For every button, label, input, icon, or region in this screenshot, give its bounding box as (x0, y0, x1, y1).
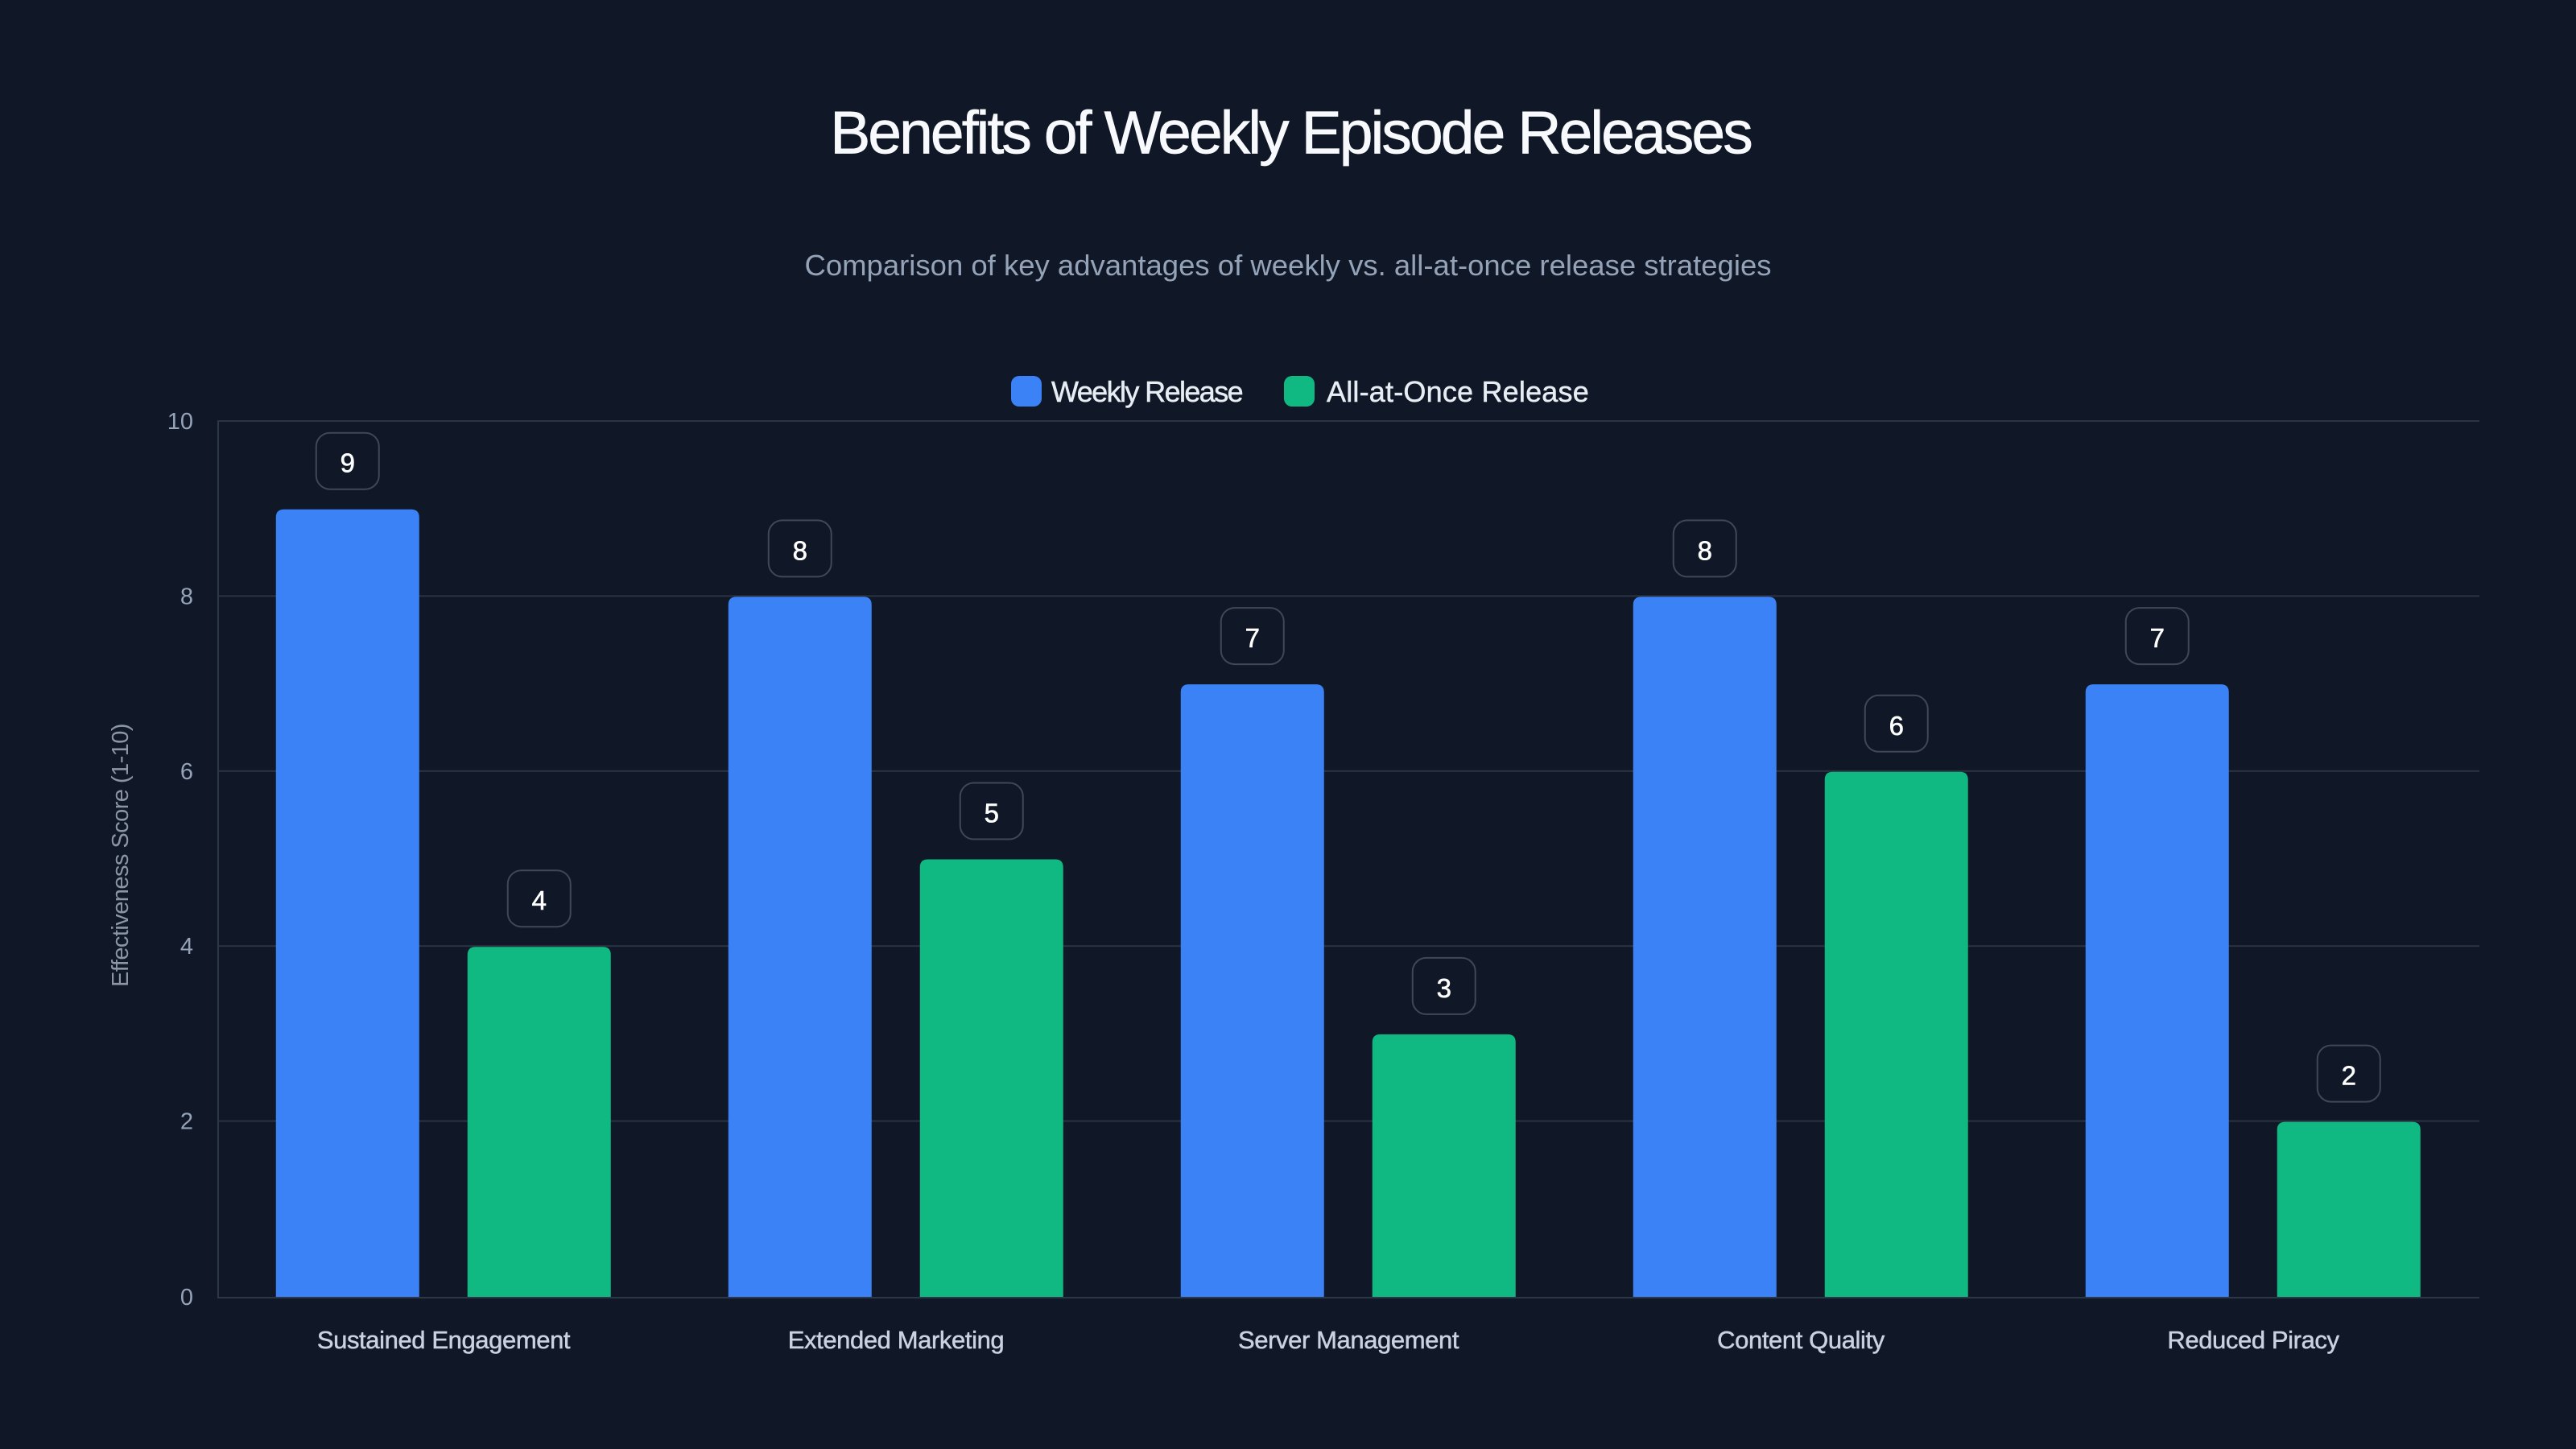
svg-text:Extended Marketing: Extended Marketing (788, 1326, 1005, 1354)
svg-text:2: 2 (180, 1109, 193, 1135)
svg-text:Server Management: Server Management (1238, 1326, 1459, 1354)
svg-text:10: 10 (167, 409, 193, 435)
svg-text:9: 9 (341, 448, 355, 478)
svg-text:Benefits of Weekly Episode Rel: Benefits of Weekly Episode Releases (830, 99, 1751, 167)
svg-text:2: 2 (2342, 1061, 2356, 1091)
svg-text:Weekly Release: Weekly Release (1051, 375, 1243, 408)
svg-text:8: 8 (1698, 535, 1712, 565)
svg-text:Content Quality: Content Quality (1717, 1326, 1885, 1354)
svg-text:8: 8 (793, 535, 807, 565)
svg-text:Comparison of key advantages o: Comparison of key advantages of weekly v… (804, 249, 1771, 282)
svg-text:5: 5 (985, 799, 999, 828)
svg-text:Sustained Engagement: Sustained Engagement (317, 1326, 571, 1354)
svg-text:Effectiveness Score (1-10): Effectiveness Score (1-10) (108, 724, 134, 987)
svg-text:Reduced Piracy: Reduced Piracy (2167, 1326, 2339, 1354)
svg-text:3: 3 (1437, 973, 1451, 1003)
svg-text:8: 8 (180, 584, 193, 609)
svg-text:6: 6 (180, 759, 193, 785)
svg-text:All-at-Once Release: All-at-Once Release (1327, 375, 1589, 408)
svg-text:4: 4 (532, 886, 547, 915)
svg-text:0: 0 (180, 1285, 193, 1311)
svg-text:7: 7 (1245, 623, 1260, 653)
svg-text:6: 6 (1889, 711, 1904, 741)
svg-text:4: 4 (180, 934, 193, 960)
svg-text:7: 7 (2150, 623, 2165, 653)
